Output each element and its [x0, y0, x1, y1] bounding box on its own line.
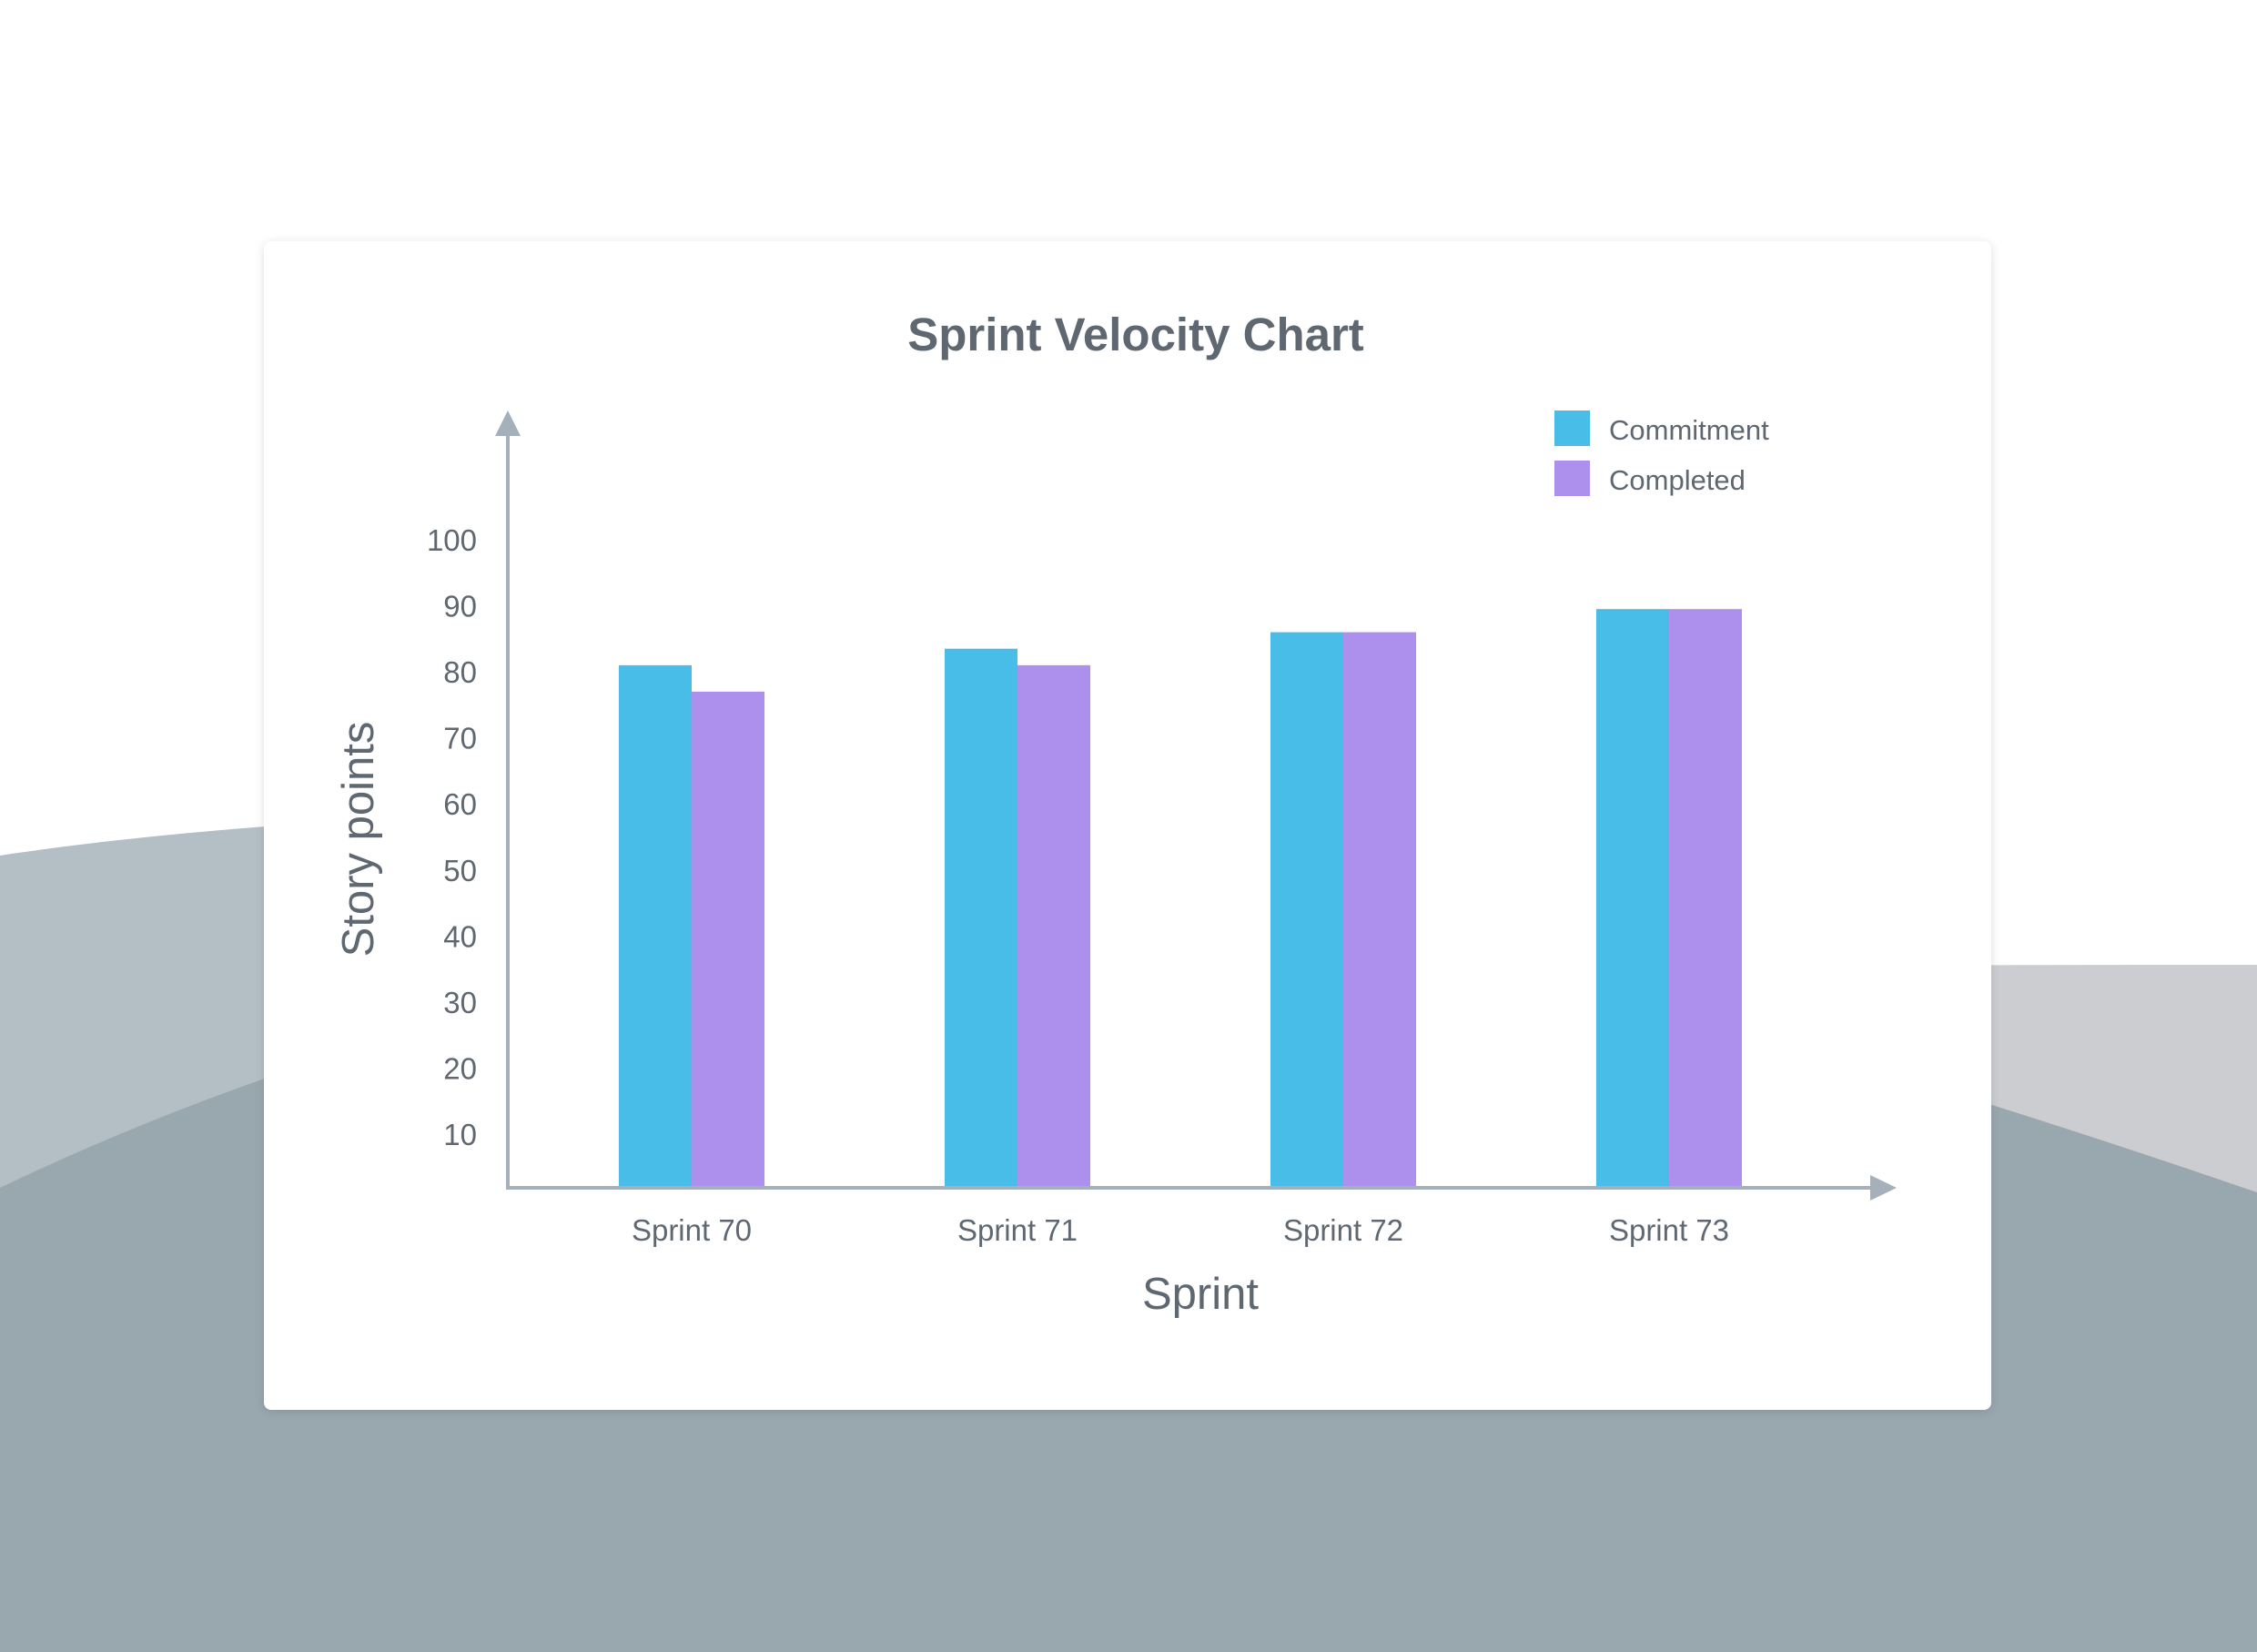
x-axis-arrow-icon	[1870, 1175, 1897, 1201]
bar-commitment-sprint-70	[619, 664, 692, 1186]
legend-swatch-completed	[1554, 461, 1590, 496]
x-tick-label: Sprint 71	[957, 1213, 1078, 1247]
velocity-chart: Sprint Velocity Chart 10 20 30 40 50 60 70 80 90…	[334, 309, 1897, 1319]
y-tick-label: 90	[443, 590, 477, 623]
y-tick-label: 10	[443, 1118, 477, 1151]
y-tick-label: 40	[443, 919, 477, 953]
x-tick-label: Sprint 72	[1283, 1213, 1403, 1247]
x-axis-label: Sprint	[1142, 1270, 1259, 1319]
y-tick-label: 50	[443, 854, 477, 887]
y-tick-label: 60	[443, 787, 477, 821]
y-tick-label: 30	[443, 986, 477, 1019]
y-tick-labels: 10 20 30 40 50 60 70 80 90 100	[427, 523, 477, 1151]
x-tick-label: Sprint 73	[1609, 1213, 1729, 1247]
legend: Commitment Completed	[1554, 410, 1769, 496]
bar-commitment-sprint-72	[1270, 632, 1343, 1186]
chart-card: Sprint Velocity Chart 10 20 30 40 50 60 70 80 90…	[264, 241, 1991, 1410]
bar-group	[619, 609, 1742, 1186]
legend-label-completed: Completed	[1609, 464, 1746, 496]
y-tick-label: 100	[427, 523, 477, 557]
legend-label-commitment: Commitment	[1609, 414, 1769, 446]
bar-commitment-sprint-73	[1596, 609, 1669, 1186]
y-axis-label: Story points	[334, 722, 383, 958]
bar-completed-sprint-72	[1343, 632, 1416, 1186]
bar-completed-sprint-73	[1669, 609, 1742, 1186]
chart-title: Sprint Velocity Chart	[907, 309, 1364, 360]
y-tick-label: 20	[443, 1051, 477, 1085]
x-tick-labels: Sprint 70 Sprint 71 Sprint 72 Sprint 73	[632, 1213, 1729, 1247]
bar-completed-sprint-71	[1017, 664, 1090, 1186]
y-tick-label: 80	[443, 655, 477, 689]
legend-swatch-commitment	[1554, 410, 1590, 446]
y-tick-label: 70	[443, 722, 477, 755]
bar-commitment-sprint-71	[945, 648, 1017, 1186]
y-axis-arrow-icon	[495, 410, 521, 436]
x-tick-label: Sprint 70	[632, 1213, 752, 1247]
bar-completed-sprint-70	[692, 691, 764, 1186]
